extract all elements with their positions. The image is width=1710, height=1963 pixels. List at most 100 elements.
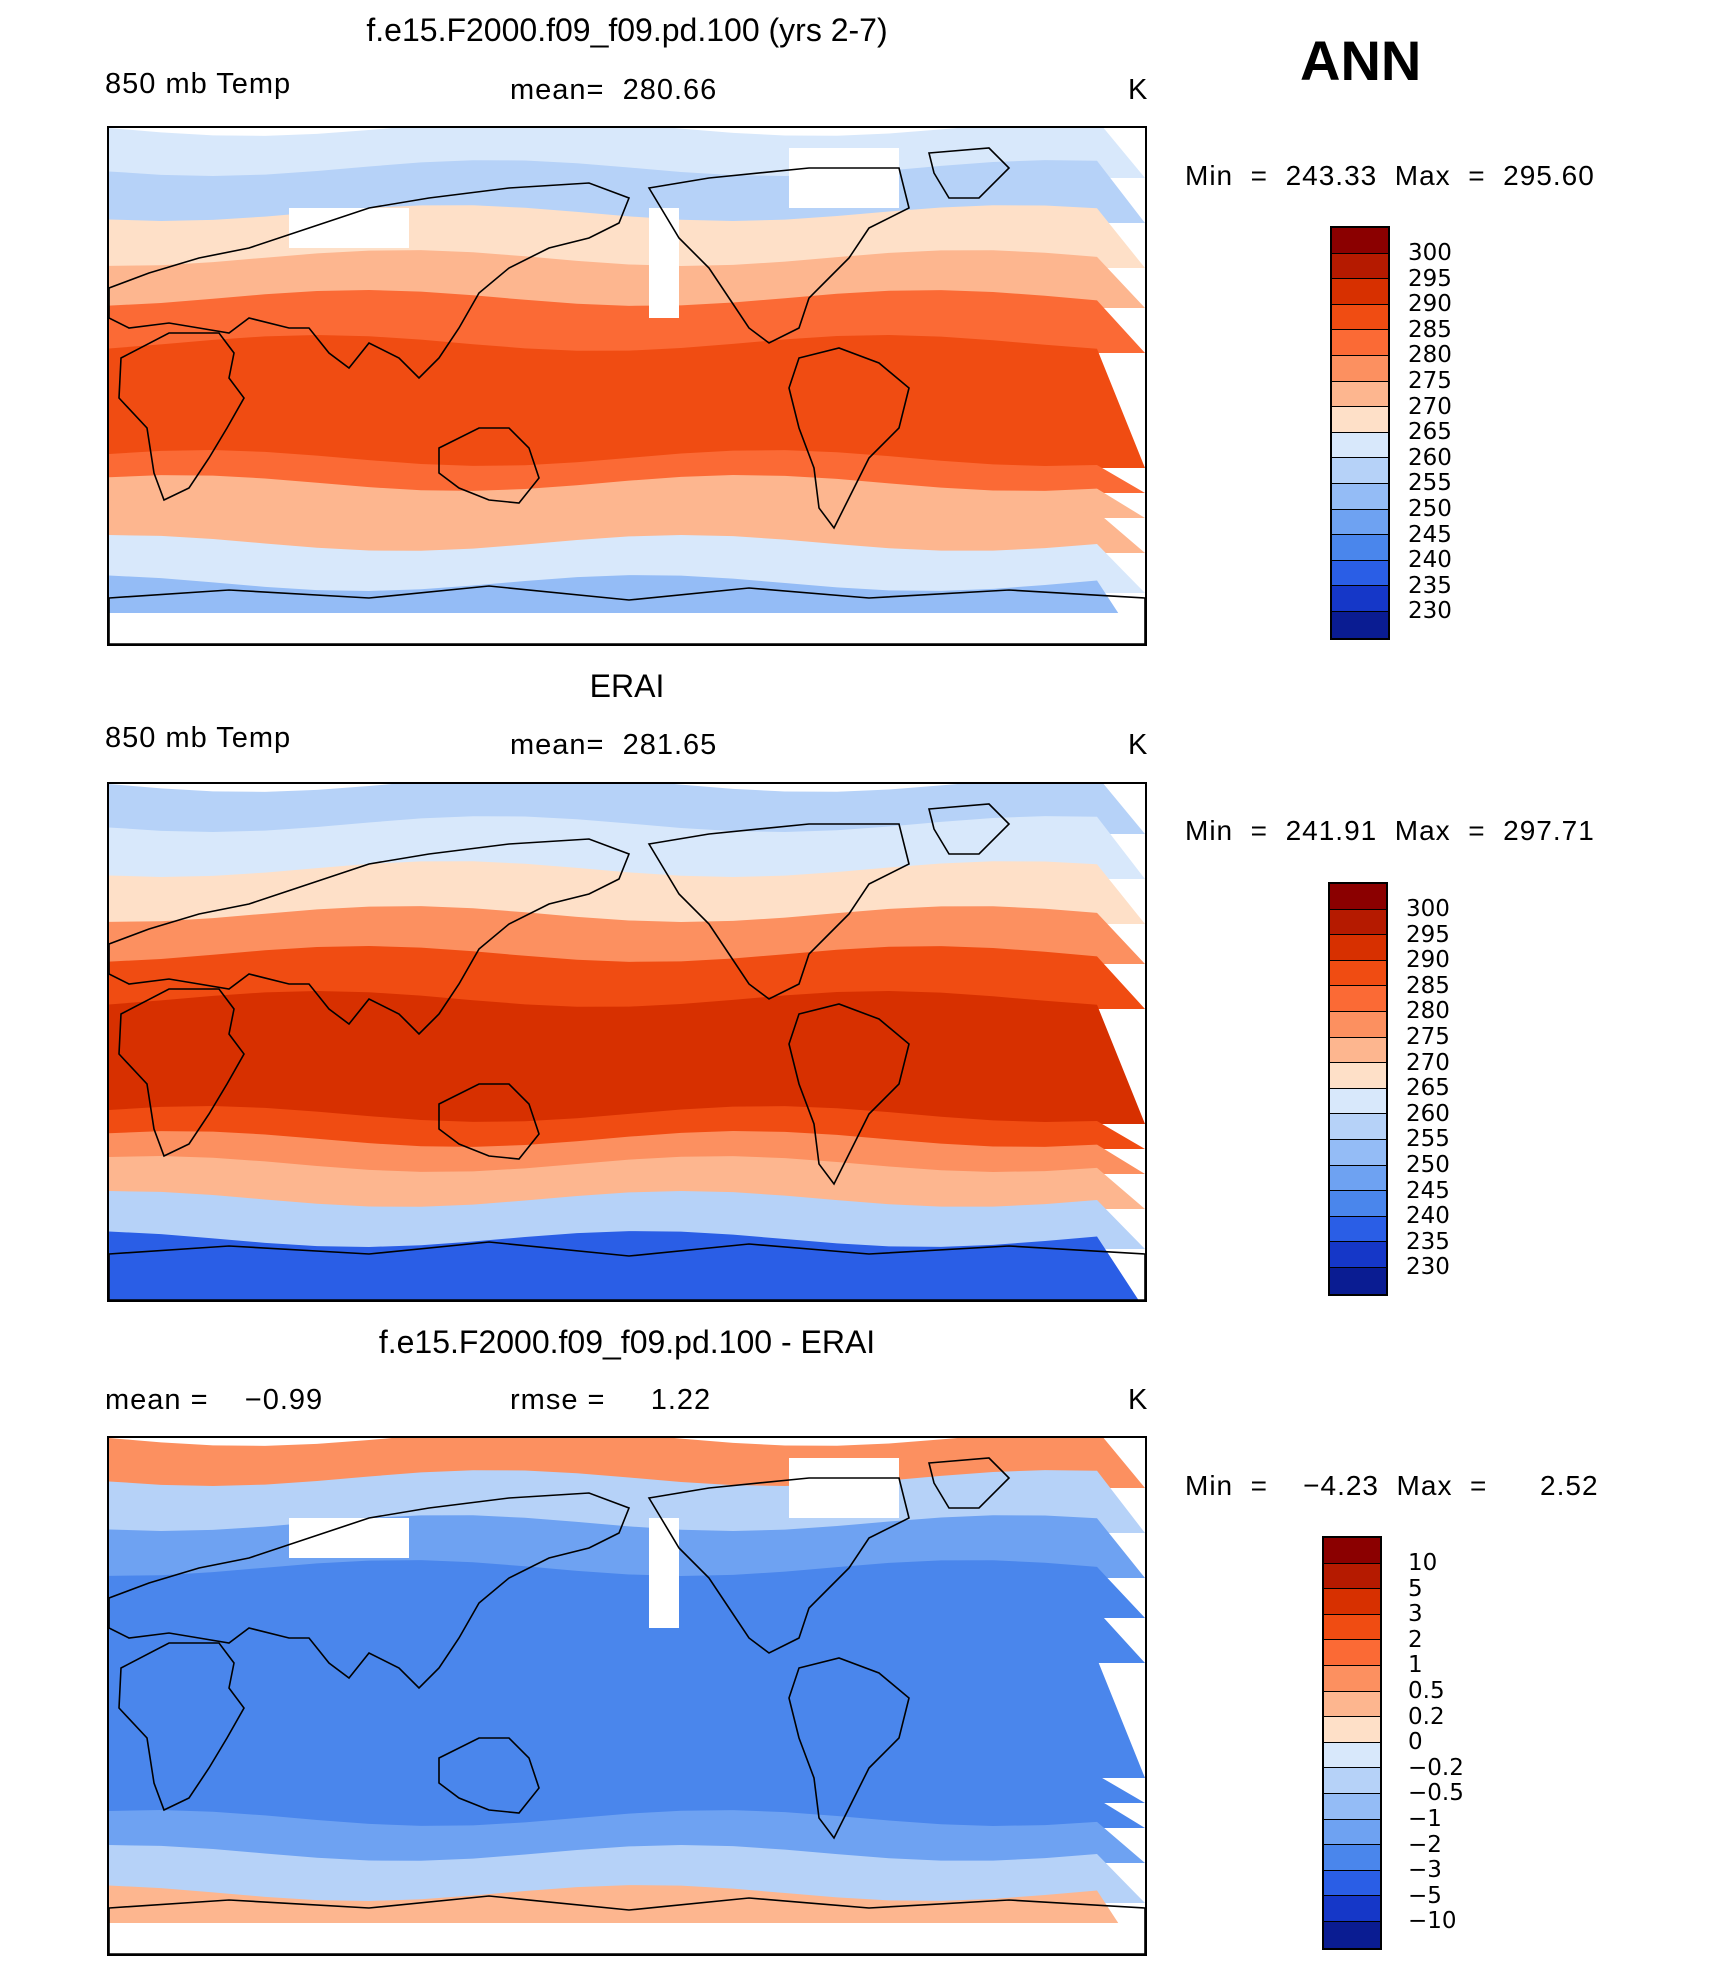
map-zone-south-mid	[109, 1810, 1145, 1863]
map-zone-sub-trop	[109, 1106, 1145, 1149]
colorbar-swatch	[1330, 1114, 1386, 1140]
panel-1-colorbar	[1330, 226, 1390, 640]
colorbar-label: 290	[1408, 291, 1452, 318]
colorbar-swatch	[1330, 986, 1386, 1012]
colorbar-swatch	[1332, 228, 1388, 254]
colorbar-label: 280	[1408, 342, 1452, 369]
colorbar-label: 265	[1408, 419, 1452, 446]
colorbar-label: 300	[1406, 896, 1450, 922]
panel-3-colorbar	[1322, 1536, 1382, 1950]
colorbar-label: 300	[1408, 240, 1452, 266]
map-zone-sub-trop	[109, 1760, 1145, 1803]
colorbar-swatch	[1330, 960, 1386, 987]
colorbar-swatch	[1324, 1640, 1380, 1666]
coastline	[788, 1003, 910, 1186]
panel-3-map-field	[109, 1438, 1145, 1954]
panel-2-map	[107, 782, 1147, 1302]
missing-data-region	[649, 208, 679, 318]
colorbar-swatch	[1332, 381, 1388, 408]
colorbar-swatch	[1324, 1589, 1380, 1615]
colorbar-swatch	[1330, 884, 1386, 910]
colorbar-swatch	[1330, 935, 1386, 961]
colorbar-swatch	[1324, 1921, 1380, 1948]
colorbar-swatch	[1332, 304, 1388, 331]
panel-3-map	[107, 1436, 1147, 1956]
colorbar-label: 3	[1408, 1601, 1423, 1628]
colorbar-swatch	[1330, 1063, 1386, 1089]
colorbar-label: 235	[1408, 572, 1452, 599]
coastline	[438, 1737, 540, 1814]
colorbar-label: 240	[1408, 547, 1452, 574]
panel-2-units: K	[1128, 729, 1149, 761]
colorbar-swatch	[1330, 1267, 1386, 1294]
colorbar-swatch	[1330, 1242, 1386, 1268]
panel-2-variable: 850 mb Temp	[105, 722, 292, 754]
colorbar-label: 275	[1408, 368, 1452, 394]
coastline	[927, 1457, 1011, 1509]
coastline	[109, 1492, 631, 1690]
colorbar-label: 0.2	[1408, 1703, 1445, 1730]
colorbar-swatch	[1330, 1088, 1386, 1115]
colorbar-label: 1	[1408, 1652, 1423, 1679]
colorbar-swatch	[1332, 483, 1388, 510]
colorbar-swatch	[1330, 1011, 1386, 1038]
colorbar-swatch	[1324, 1768, 1380, 1794]
colorbar-label: −5	[1408, 1882, 1442, 1909]
coastline	[647, 167, 910, 344]
colorbar-label: −3	[1408, 1857, 1442, 1884]
panel-1-minmax: Min = 243.33 Max = 295.60	[1185, 160, 1595, 191]
colorbar-label: 285	[1408, 316, 1452, 343]
panel-2-map-field	[109, 784, 1145, 1300]
coastline	[109, 585, 1145, 644]
map-zone-south-high	[109, 1191, 1145, 1249]
missing-data-region	[109, 1923, 1145, 1954]
map-zone-mid-lat	[109, 475, 1145, 518]
colorbar-swatch	[1324, 1896, 1380, 1922]
colorbar-swatch	[1324, 1614, 1380, 1641]
map-zone-mid-lat	[109, 1785, 1145, 1828]
panel-1-variable: 850 mb Temp	[105, 68, 292, 100]
colorbar-label: 270	[1408, 393, 1452, 420]
coastline	[647, 823, 910, 1000]
colorbar-swatch	[1330, 1191, 1386, 1217]
colorbar-label: 275	[1406, 1024, 1450, 1050]
colorbar-label: 260	[1408, 444, 1452, 471]
map-zone-south-high	[109, 1845, 1145, 1903]
colorbar-label: 255	[1406, 1126, 1450, 1153]
colorbar-label: −1	[1408, 1806, 1442, 1832]
map-zone-south-mid	[109, 500, 1145, 553]
colorbar-label: 10	[1408, 1550, 1438, 1576]
colorbar-label: 260	[1406, 1100, 1450, 1127]
colorbar-label: 295	[1406, 921, 1450, 948]
colorbar-swatch	[1324, 1793, 1380, 1820]
map-zone-tropics	[109, 335, 1145, 468]
panel-2-minmax: Min = 241.91 Max = 297.71	[1185, 815, 1595, 846]
colorbar-label: 280	[1406, 998, 1450, 1025]
panel-1-units: K	[1128, 74, 1149, 106]
panel-3-title: f.e15.F2000.f09_f09.pd.100 - ERAI	[378, 1324, 876, 1360]
panel-3-mean: mean = −0.99	[105, 1384, 324, 1416]
colorbar-label: 0	[1408, 1729, 1423, 1756]
colorbar-swatch	[1332, 407, 1388, 433]
colorbar-swatch	[1324, 1665, 1380, 1692]
colorbar-label: 285	[1406, 972, 1450, 999]
coastline	[788, 1657, 910, 1840]
coastline	[118, 988, 245, 1158]
map-zone-antarctic	[109, 1231, 1139, 1300]
season-label: ANN	[1300, 29, 1422, 92]
colorbar-label: 270	[1406, 1049, 1450, 1076]
colorbar-swatch	[1330, 1037, 1386, 1064]
colorbar-swatch	[1324, 1538, 1380, 1564]
map-zone-tropics	[109, 991, 1145, 1124]
coastline	[438, 427, 540, 504]
colorbar-swatch	[1324, 1742, 1380, 1769]
panel-3-minmax: Min = −4.23 Max = 2.52	[1185, 1470, 1599, 1501]
coastline	[118, 1642, 245, 1812]
map-zone-south-high	[109, 535, 1145, 593]
colorbar-label: 290	[1406, 947, 1450, 974]
colorbar-label: 5	[1408, 1575, 1423, 1602]
panel-2-colorbar	[1328, 882, 1388, 1296]
colorbar-swatch	[1332, 586, 1388, 612]
panel-2-mean: mean= 281.65	[510, 729, 718, 761]
colorbar-label: −0.5	[1408, 1780, 1464, 1807]
